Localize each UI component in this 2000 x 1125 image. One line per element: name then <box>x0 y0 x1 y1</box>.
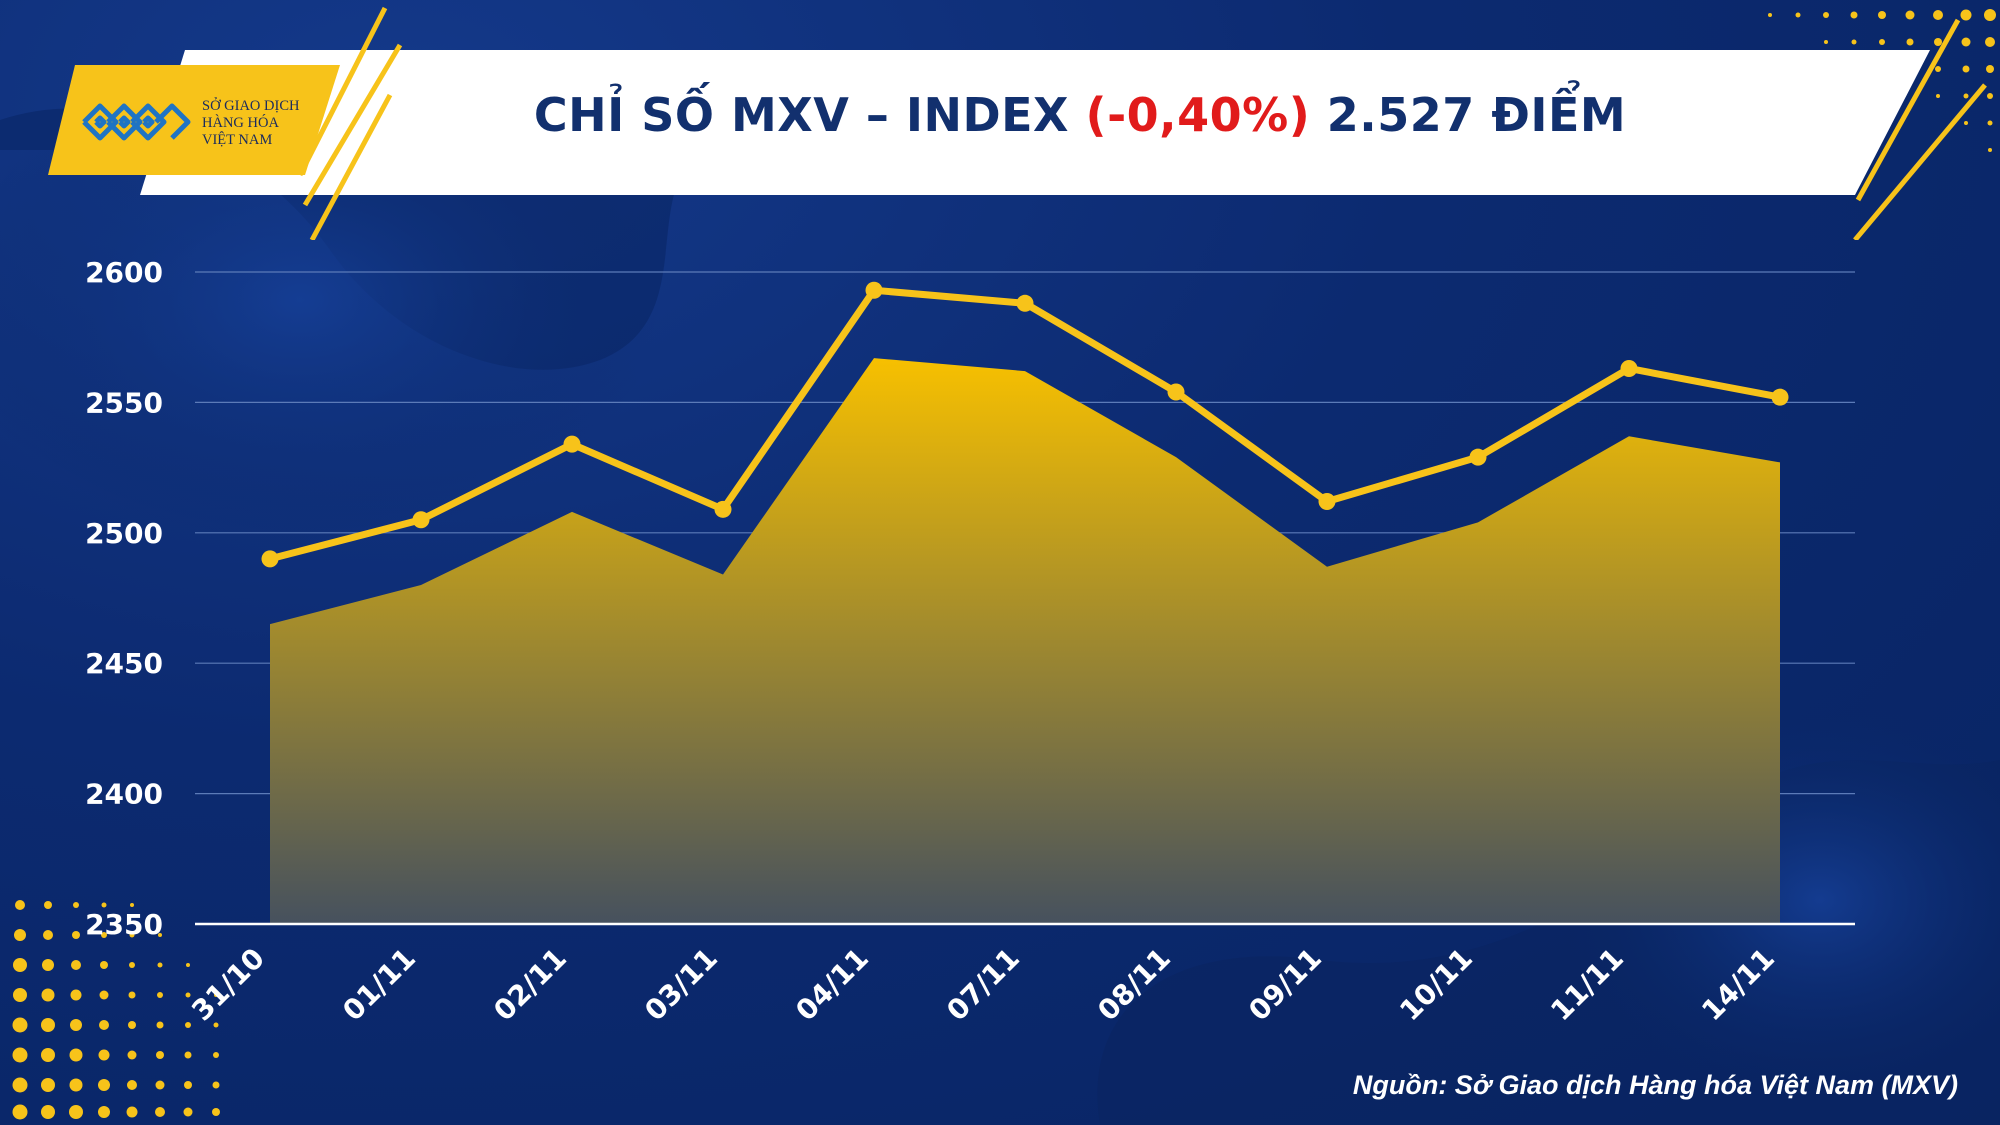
area-series <box>270 358 1780 925</box>
line-point <box>563 435 581 453</box>
x-tick-label: 02/11 <box>487 942 573 1028</box>
dot-pattern-top-right <box>1768 9 1996 152</box>
y-tick-label: 2550 <box>85 386 163 419</box>
source-note: Nguồn: Sở Giao dịch Hàng hóa Việt Nam (M… <box>1352 1070 1958 1100</box>
x-tick-label: 04/11 <box>789 942 875 1028</box>
line-point <box>1167 383 1185 401</box>
x-tick-label: 10/11 <box>1393 942 1479 1028</box>
x-tick-label: 08/11 <box>1091 942 1177 1028</box>
logo-line: VIỆT NAM <box>202 132 273 148</box>
y-tick-label: 2400 <box>85 778 163 811</box>
logo-line: SỞ GIAO DỊCH <box>202 98 300 114</box>
title-change: (-0,40%) <box>1085 88 1311 142</box>
logo-wordmark: SỞ GIAO DỊCH HÀNG HÓA VIỆT NAM <box>202 98 299 149</box>
title-banner <box>48 6 1987 240</box>
x-tick-label: 03/11 <box>638 942 724 1028</box>
area-series-shape <box>270 358 1780 925</box>
line-point <box>1469 448 1487 466</box>
line-point <box>261 550 279 568</box>
x-axis-ticks: 31/10 01/11 02/11 03/11 04/11 07/11 08/11 09/11… <box>185 942 1781 1028</box>
x-tick-label: 11/11 <box>1544 942 1630 1028</box>
line-series <box>261 281 1789 568</box>
line-point <box>1016 294 1034 312</box>
dot-pattern-bottom-left <box>12 900 220 1120</box>
x-tick-label: 01/11 <box>336 942 422 1028</box>
title-suffix: 2.527 ĐIỂM <box>1326 88 1627 142</box>
title-prefix: CHỈ SỐ MXV – INDEX <box>533 88 1070 142</box>
line-point <box>1318 493 1336 511</box>
y-tick-label: 2600 <box>85 256 163 289</box>
x-tick-label: 09/11 <box>1242 942 1328 1028</box>
y-axis-ticks: 2350 2400 2450 2500 2550 2600 <box>85 256 163 941</box>
line-point <box>1771 388 1789 406</box>
x-tick-label: 14/11 <box>1695 942 1781 1028</box>
y-tick-label: 2350 <box>85 908 163 941</box>
logo-line: HÀNG HÓA <box>202 115 279 131</box>
y-tick-label: 2500 <box>85 517 163 550</box>
line-point <box>714 500 732 518</box>
x-tick-label: 07/11 <box>940 942 1026 1028</box>
y-tick-label: 2450 <box>85 647 163 680</box>
chart-title: CHỈ SỐ MXV – INDEX (-0,40%) 2.527 ĐIỂM <box>380 88 1780 142</box>
line-point <box>1620 359 1638 377</box>
line-point <box>412 511 430 529</box>
x-tick-label: 31/10 <box>185 942 271 1028</box>
line-point <box>865 281 883 299</box>
mxv-logo-icon <box>82 103 191 141</box>
